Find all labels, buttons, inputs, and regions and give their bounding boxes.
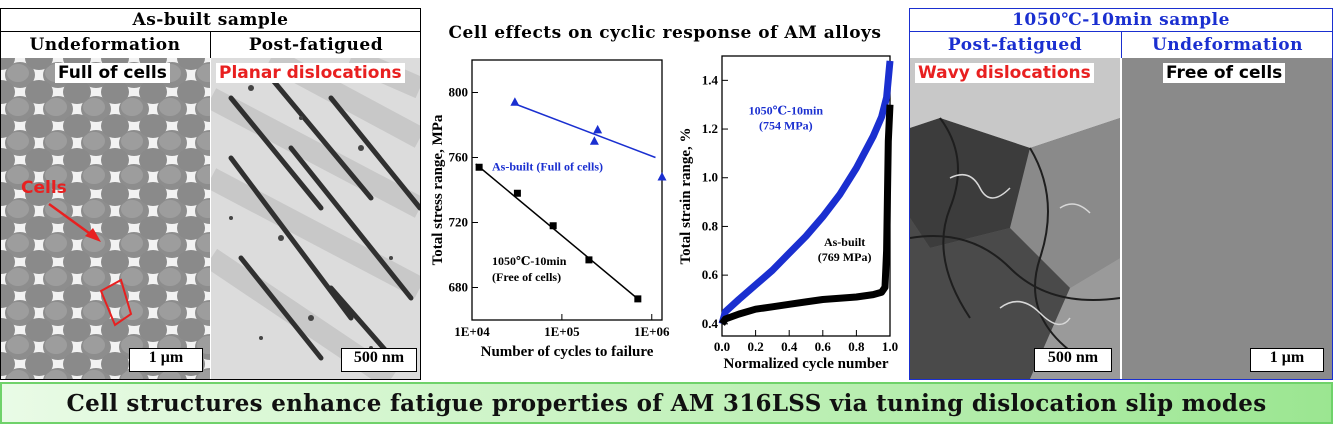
strain-vs-normalized-cycle-chart: 0.0 0.2 0.4 0.6 0.8 1.0 0.4 0.6 0.8 1.0 1.2 1.4 Norm… xyxy=(678,55,898,372)
as-built-post-fatigued-title: Post-fatigued xyxy=(210,32,421,58)
series-label: (Free of cells) xyxy=(492,270,561,284)
data-point xyxy=(634,295,642,303)
scale-bar-500nm-right: 500 nm xyxy=(1034,348,1112,372)
annealed-post-fatigued-title: Post-fatigued xyxy=(947,35,1083,55)
series-line xyxy=(718,60,894,325)
x-tick-label: 0.4 xyxy=(781,339,798,354)
y-tick-label: 760 xyxy=(449,150,469,165)
y-axis-title: Total stress range, MPa xyxy=(430,114,446,265)
stress-vs-cycles-chart: 1E+04 1E+05 1E+06 680 720 760 800 Number of cyc… xyxy=(430,59,670,360)
tem-image-planar-dislocations xyxy=(211,58,420,379)
x-tick-label: 1E+06 xyxy=(634,324,670,339)
series-line xyxy=(719,104,894,326)
x-tick-label: 0.8 xyxy=(848,339,865,354)
scale-bar-500nm-left: 500 nm xyxy=(341,348,417,372)
series-label: 1050℃-10min xyxy=(492,254,567,268)
x-tick-label: 0.6 xyxy=(815,339,832,354)
x-tick-label: 1E+04 xyxy=(454,324,490,339)
series-note: (754 MPa) xyxy=(759,118,813,132)
tem-image-wavy-dislocations xyxy=(910,58,1120,379)
x-tick-label: 1.0 xyxy=(882,339,898,354)
as-built-panel xyxy=(0,8,421,380)
x-tick-label: 1E+05 xyxy=(544,324,580,339)
fit-line xyxy=(475,163,639,300)
data-point xyxy=(513,189,521,197)
full-of-cells-label: Full of cells xyxy=(55,63,170,83)
summary-banner: Cell structures enhance fatigue properti… xyxy=(0,382,1333,424)
data-point xyxy=(585,256,593,264)
data-point xyxy=(549,222,557,230)
y-tick-label: 680 xyxy=(449,280,469,295)
x-tick-label: 0.0 xyxy=(714,339,730,354)
data-point xyxy=(475,163,483,171)
planar-dislocations-label: Planar dislocations xyxy=(216,63,405,83)
wavy-dislocations-label: Wavy dislocations xyxy=(915,63,1094,83)
data-point xyxy=(657,172,667,181)
fit-line xyxy=(514,103,656,159)
center-header: Cell effects on cyclic response of AM al… xyxy=(448,23,882,43)
sem-image-cells xyxy=(1,58,210,379)
y-tick-label: 800 xyxy=(449,85,469,100)
data-point xyxy=(593,124,603,134)
y-tick-label: 1.2 xyxy=(702,121,718,136)
x-tick-label: 0.2 xyxy=(747,339,763,354)
series-label: As-built xyxy=(824,235,865,249)
plot-frame xyxy=(471,59,663,321)
cells-annotation: Cells xyxy=(21,178,67,198)
series-label: As-built (Full of cells) xyxy=(492,160,603,174)
cells-arrow xyxy=(48,202,90,235)
sem-image-free-of-cells xyxy=(1122,58,1332,379)
y-axis-title: Total strain range, % xyxy=(678,128,694,265)
y-tick-label: 0.8 xyxy=(702,218,719,233)
as-built-header: As-built sample xyxy=(0,8,421,32)
y-tick-label: 1.0 xyxy=(702,170,718,185)
y-tick-label: 720 xyxy=(449,215,469,230)
data-point xyxy=(589,136,599,145)
y-tick-label: 0.4 xyxy=(702,316,719,331)
x-axis-title: Normalized cycle number xyxy=(724,356,889,372)
y-tick-label: 1.4 xyxy=(702,72,719,87)
scale-bar-1um-left: 1 μm xyxy=(129,348,203,372)
series-label: 1050℃-10min xyxy=(749,103,824,117)
series-note: (769 MPa) xyxy=(818,250,872,264)
y-tick-label: 0.6 xyxy=(702,267,719,282)
scale-bar-1um-right: 1 μm xyxy=(1250,348,1324,372)
free-of-cells-label: Free of cells xyxy=(1163,63,1286,83)
x-axis-title: Number of cycles to failure xyxy=(481,344,654,360)
data-point xyxy=(510,97,520,106)
annealed-undeformation-title: Undeformation xyxy=(1121,32,1333,58)
annealed-header: 1050℃-10min sample xyxy=(909,8,1333,32)
as-built-undeformation-title: Undeformation xyxy=(29,35,181,55)
cells-arrowhead xyxy=(85,228,101,242)
cell-outline xyxy=(99,278,133,327)
